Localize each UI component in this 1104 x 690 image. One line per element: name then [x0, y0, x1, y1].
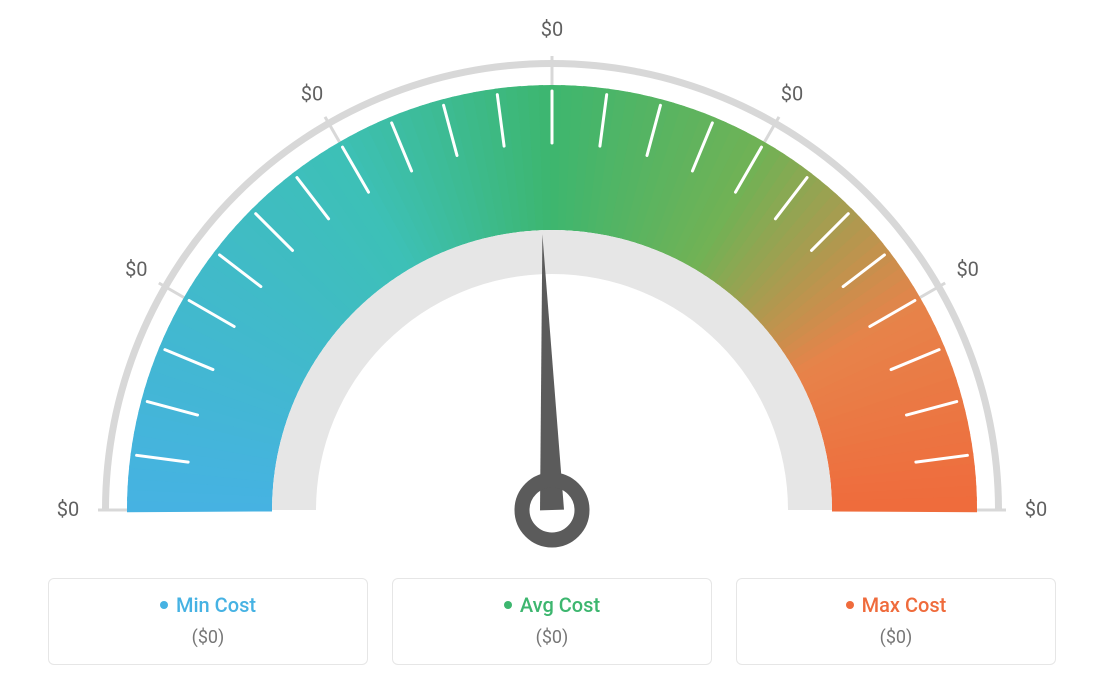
- dot-icon: [846, 601, 854, 609]
- legend-title-max: Max Cost: [846, 593, 947, 617]
- legend-value-min: ($0): [61, 627, 355, 648]
- legend-row: Min Cost ($0) Avg Cost ($0) Max Cost ($0…: [0, 578, 1104, 665]
- gauge-chart: $0 $0 $0 $0 $0 $0 $0: [0, 0, 1104, 560]
- gauge-tick-label: $0: [781, 81, 803, 105]
- legend-value-max: ($0): [749, 627, 1043, 648]
- legend-card-max: Max Cost ($0): [736, 578, 1056, 665]
- legend-title-text: Min Cost: [176, 593, 256, 617]
- gauge-tick-label: $0: [125, 257, 147, 281]
- legend-card-avg: Avg Cost ($0): [392, 578, 712, 665]
- legend-value-avg: ($0): [405, 627, 699, 648]
- gauge-needle: [540, 234, 564, 510]
- gauge-tick-label: $0: [301, 81, 323, 105]
- legend-title-min: Min Cost: [160, 593, 256, 617]
- dot-icon: [504, 601, 512, 609]
- gauge-svg: $0 $0 $0 $0 $0 $0 $0: [0, 0, 1104, 560]
- dot-icon: [160, 601, 168, 609]
- legend-card-min: Min Cost ($0): [48, 578, 368, 665]
- gauge-tick-label: $0: [1025, 497, 1047, 521]
- legend-title-text: Avg Cost: [520, 593, 600, 617]
- legend-title-text: Max Cost: [862, 593, 947, 617]
- gauge-tick-label: $0: [541, 17, 563, 41]
- gauge-tick-label: $0: [956, 257, 978, 281]
- legend-title-avg: Avg Cost: [504, 593, 600, 617]
- gauge-tick-label: $0: [57, 497, 79, 521]
